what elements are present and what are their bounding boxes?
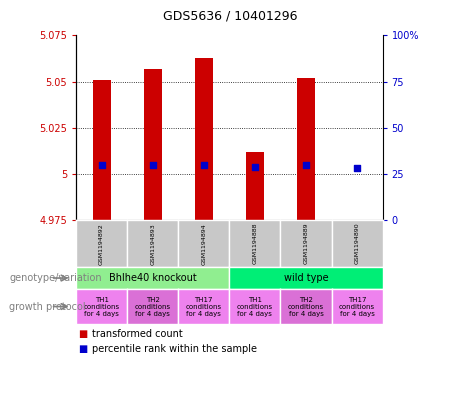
Bar xyxy=(297,78,315,220)
Text: GSM1194893: GSM1194893 xyxy=(150,223,155,264)
Text: growth protocol: growth protocol xyxy=(9,301,86,312)
Text: ■: ■ xyxy=(78,344,88,354)
Text: GDS5636 / 10401296: GDS5636 / 10401296 xyxy=(163,10,298,23)
Text: ■: ■ xyxy=(78,329,88,339)
Point xyxy=(200,162,207,168)
Text: GSM1194894: GSM1194894 xyxy=(201,223,207,264)
Text: GSM1194889: GSM1194889 xyxy=(303,223,308,264)
Bar xyxy=(195,57,213,220)
Point xyxy=(354,165,361,171)
Text: Bhlhe40 knockout: Bhlhe40 knockout xyxy=(109,273,196,283)
Text: transformed count: transformed count xyxy=(92,329,183,339)
Point xyxy=(98,162,105,168)
Bar xyxy=(246,152,264,220)
Text: TH2
conditions
for 4 days: TH2 conditions for 4 days xyxy=(135,297,171,316)
Text: GSM1194888: GSM1194888 xyxy=(252,223,257,264)
Text: TH2
conditions
for 4 days: TH2 conditions for 4 days xyxy=(288,297,324,316)
Text: TH17
conditions
for 4 days: TH17 conditions for 4 days xyxy=(339,297,375,316)
Bar xyxy=(93,80,111,220)
Text: percentile rank within the sample: percentile rank within the sample xyxy=(92,344,257,354)
Point xyxy=(149,162,156,168)
Text: TH17
conditions
for 4 days: TH17 conditions for 4 days xyxy=(186,297,222,316)
Point xyxy=(251,163,259,170)
Bar xyxy=(348,220,366,274)
Text: GSM1194892: GSM1194892 xyxy=(99,223,104,264)
Text: genotype/variation: genotype/variation xyxy=(9,273,102,283)
Point xyxy=(302,162,310,168)
Text: wild type: wild type xyxy=(284,273,328,283)
Text: TH1
conditions
for 4 days: TH1 conditions for 4 days xyxy=(83,297,120,316)
Text: TH1
conditions
for 4 days: TH1 conditions for 4 days xyxy=(237,297,273,316)
Text: GSM1194890: GSM1194890 xyxy=(355,223,360,264)
Bar xyxy=(144,69,162,220)
